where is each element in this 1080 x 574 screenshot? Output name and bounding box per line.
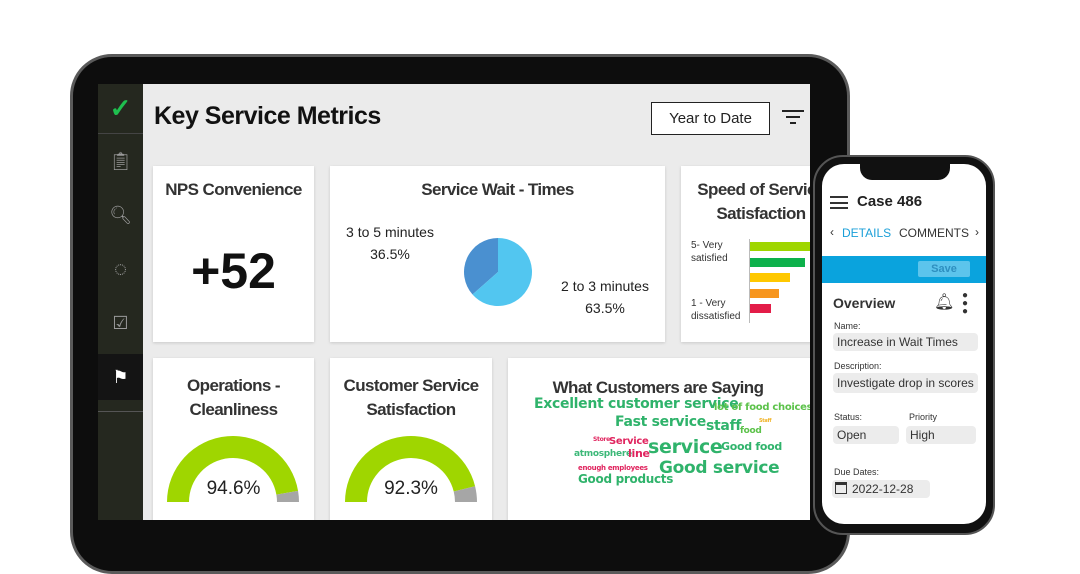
prev-tab-icon[interactable]: ‹ <box>830 225 834 239</box>
phone-screen: Case 486 ‹ DETAILS COMMENTS › Save Overv… <box>822 164 986 524</box>
gauge-fill <box>345 435 476 502</box>
customer-service-gauge <box>345 435 477 502</box>
action-bar: Save <box>822 256 986 283</box>
due-date-label: Due Dates: <box>834 467 880 477</box>
pie-slice <box>464 238 498 295</box>
dashboard-screen: ✓ 📋︎ 🔍︎ ◌ ☑ ⚑ Key Service Metrics Year t… <box>98 84 810 520</box>
axis-line <box>749 239 750 323</box>
filter-icon[interactable] <box>782 108 804 126</box>
gauge-value: 92.3% <box>384 478 438 499</box>
sidebar: ✓ 📋︎ 🔍︎ ◌ ☑ ⚑ <box>98 84 143 520</box>
axis-label-top: 5- Very satisfied <box>691 240 728 264</box>
wait-times-card: Service Wait - Times 3 to 5 minutes 36.5%… <box>330 166 665 342</box>
pie-label: 3 to 5 minutes 36.5% <box>346 224 434 262</box>
priority-label: Priority <box>909 412 938 422</box>
bar-1 <box>750 304 771 313</box>
card-title: What Customers are Saying <box>552 378 764 397</box>
word-cloud-term: Staff <box>759 418 772 424</box>
status-label: Status: <box>834 412 863 422</box>
gauge-value: 94.6% <box>206 478 261 499</box>
status-field[interactable]: Open <box>833 426 899 444</box>
card-title: NPS Convenience <box>165 180 302 199</box>
date-filter-button[interactable]: Year to Date <box>651 102 770 135</box>
section-title: Overview <box>833 295 896 311</box>
operations-gauge <box>167 435 299 502</box>
tab-comments[interactable]: COMMENTS <box>899 226 969 240</box>
card-title: Operations - Cleanliness <box>187 376 281 419</box>
word-cloud-term: Excellent customer service <box>534 396 739 412</box>
nps-card: NPS Convenience +52 <box>153 166 314 342</box>
word-cloud-term: Good food <box>721 440 782 453</box>
pie-slice <box>472 238 532 306</box>
card-title: Service Wait - Times <box>421 180 574 199</box>
word-cloud-term: Store <box>593 436 610 443</box>
name-field[interactable]: Increase in Wait Times <box>833 333 978 351</box>
operations-card: Operations - Cleanliness 94.6% <box>153 358 314 520</box>
case-title: Case 486 <box>857 193 923 210</box>
flag-icon[interactable]: ⚑ <box>98 354 143 400</box>
word-cloud-term: Good products <box>578 472 674 486</box>
word-cloud-term: lot of food choices <box>714 402 810 413</box>
bar-2 <box>750 288 779 298</box>
name-label: Name: <box>834 321 861 331</box>
word-cloud-term: Fast service <box>615 414 706 430</box>
description-label: Description: <box>834 361 882 371</box>
description-field[interactable]: Investigate drop in scores <box>833 373 978 393</box>
word-cloud-term: staff <box>706 418 742 434</box>
word-cloud-term: food <box>740 426 762 436</box>
word-cloud-term: Service <box>609 436 649 447</box>
phone-frame: Case 486 ‹ DETAILS COMMENTS › Save Overv… <box>813 155 995 535</box>
pie-label: 2 to 3 minutes 63.5% <box>561 278 649 316</box>
bar-5 <box>750 242 810 251</box>
bell-icon[interactable]: 🔔︎ <box>934 294 955 311</box>
axis-label-bottom: 1 - Very dissatisfied <box>691 298 741 322</box>
word-cloud-term: enough employees <box>578 464 648 472</box>
save-button[interactable]: Save <box>918 261 970 277</box>
customer-service-card: Customer Service Satisfaction 92.3% <box>330 358 492 520</box>
phone-notch <box>860 164 950 180</box>
word-cloud-term: line <box>628 447 650 460</box>
word-cloud-term: Good service <box>659 458 780 478</box>
gauge-remainder <box>453 486 477 502</box>
checkmark-logo-icon[interactable]: ✓ <box>98 84 143 134</box>
more-options-icon[interactable]: ● ● ● <box>962 290 969 317</box>
gauge-fill <box>167 435 299 502</box>
priority-field[interactable]: High <box>906 426 976 444</box>
menu-icon[interactable] <box>830 196 848 209</box>
word-cloud-term: service <box>648 436 723 458</box>
calendar-icon <box>835 482 847 494</box>
clipboard-icon[interactable]: 📋︎ <box>109 150 132 171</box>
tab-details[interactable]: DETAILS <box>842 226 892 240</box>
bar-3 <box>750 273 791 282</box>
gauge-remainder <box>276 490 299 502</box>
cycle-icon[interactable]: ◌ <box>113 256 128 281</box>
clipboard-check-icon[interactable]: ☑ <box>112 312 129 333</box>
due-date-field[interactable]: 2022-12-28 <box>832 480 930 498</box>
next-tab-icon[interactable]: › <box>975 225 979 239</box>
bar-4 <box>750 257 806 267</box>
page-title: Key Service Metrics <box>154 102 381 130</box>
speed-bar-chart <box>750 242 810 322</box>
word-cloud-term: atmosphere <box>574 449 632 459</box>
word-cloud-card: What Customers are Saying Excellent cust… <box>508 358 810 520</box>
wait-times-pie <box>464 238 532 306</box>
nps-value: +52 <box>191 243 276 299</box>
document-search-icon[interactable]: 🔍︎ <box>109 204 132 225</box>
card-title: Customer Service Satisfaction <box>343 376 480 419</box>
divider <box>98 411 143 412</box>
